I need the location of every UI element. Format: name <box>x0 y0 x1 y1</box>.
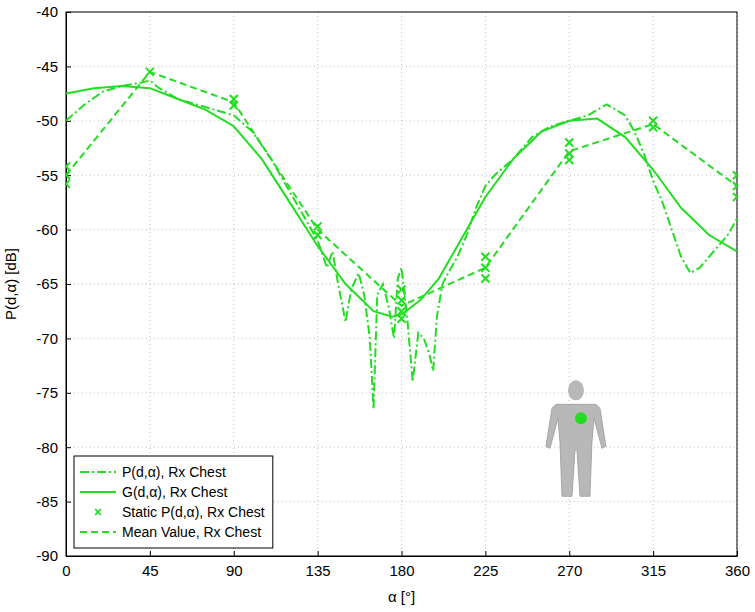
tick-label: 45 <box>142 562 159 579</box>
tick-mark <box>66 338 71 339</box>
tick-mark <box>66 502 71 503</box>
line-series <box>66 72 737 306</box>
scatter-series <box>66 68 737 323</box>
tick-label: -90 <box>36 547 58 564</box>
tick-mark <box>66 447 71 448</box>
grid-line <box>317 12 318 556</box>
marker <box>66 180 70 188</box>
tick-mark <box>66 230 71 231</box>
tick: 270 <box>557 551 582 579</box>
tick-mark <box>66 393 71 394</box>
tick-label: -40 <box>36 3 58 20</box>
marker <box>733 193 737 201</box>
legend: P(d,α), Rx Chest G(d,α), Rx Chest Static P… <box>74 456 273 548</box>
grid-line <box>66 447 737 448</box>
tick-label: -45 <box>36 58 58 75</box>
marker <box>481 275 489 283</box>
tick-label: 225 <box>473 562 498 579</box>
legend-box <box>74 456 273 548</box>
legend-symbol <box>80 531 116 533</box>
figure-head <box>568 380 584 400</box>
tick: 180 <box>389 551 414 579</box>
marks <box>66 68 737 409</box>
plot-frame <box>66 12 737 556</box>
marker <box>398 307 406 315</box>
tick-mark <box>653 551 654 556</box>
rx-position <box>575 412 587 424</box>
chart: 0 45 90 135 180 225 270 315 360 -90 -85 -80 -75 -70 -6… <box>0 0 755 612</box>
tick-mark <box>318 551 319 556</box>
plot-area: 0 45 90 135 180 225 270 315 360 -90 -85 -80 -75 -70 -6… <box>36 3 750 578</box>
tick-label: 90 <box>226 562 243 579</box>
tick-label: -80 <box>36 439 58 456</box>
grid-line <box>66 338 737 339</box>
marker <box>733 171 737 179</box>
legend-label: Static P(d,α), Rx Chest <box>122 504 265 520</box>
line-series <box>66 86 737 317</box>
y-axis-title: P(d,α) [dB] <box>2 248 19 320</box>
marker <box>398 285 406 293</box>
tick-label: -65 <box>36 275 58 292</box>
tick-mark <box>402 551 403 556</box>
grid-line <box>66 66 737 67</box>
tick-label: 270 <box>557 562 582 579</box>
grid <box>66 12 737 556</box>
grid-line <box>66 229 737 230</box>
tick-mark <box>234 551 235 556</box>
tick-label: -50 <box>36 112 58 129</box>
legend-label: Mean Value, Rx Chest <box>122 524 261 540</box>
tick-mark <box>66 66 71 67</box>
legend-item: Mean Value, Rx Chest <box>80 524 261 540</box>
tick-label: 180 <box>389 562 414 579</box>
x-axis: 0 45 90 135 180 225 270 315 360 <box>62 551 750 579</box>
tick-label: -55 <box>36 167 58 184</box>
grid-line <box>401 12 402 556</box>
legend-symbol <box>80 471 116 473</box>
tick-label: -85 <box>36 493 58 510</box>
legend-item: Static P(d,α), Rx Chest <box>95 504 265 520</box>
tick-mark <box>150 551 151 556</box>
legend-symbol <box>95 509 101 515</box>
tick-mark <box>66 284 71 285</box>
tick-label: -75 <box>36 384 58 401</box>
grid-line <box>66 392 737 393</box>
legend-item: G(d,α), Rx Chest <box>80 484 227 500</box>
grid-line <box>66 175 737 176</box>
tick-label: 360 <box>725 562 750 579</box>
figure-body <box>546 404 606 496</box>
body-figure <box>546 380 606 496</box>
legend-label: P(d,α), Rx Chest <box>122 464 226 480</box>
legend-label: G(d,α), Rx Chest <box>122 484 227 500</box>
marker <box>481 253 489 261</box>
tick-label: 0 <box>62 562 70 579</box>
tick-label: 315 <box>641 562 666 579</box>
tick: 90 <box>226 551 243 579</box>
marker <box>565 139 573 147</box>
legend-symbol <box>80 491 116 493</box>
tick: 45 <box>142 551 159 579</box>
tick-label: 135 <box>306 562 331 579</box>
grid-line <box>653 12 654 556</box>
marker <box>565 156 573 164</box>
tick: 315 <box>641 551 666 579</box>
x-axis-title: α [°] <box>388 588 415 605</box>
marker <box>66 162 70 170</box>
tick-mark <box>569 551 570 556</box>
tick-label: -70 <box>36 330 58 347</box>
tick-mark <box>485 551 486 556</box>
grid-line <box>66 284 737 285</box>
legend-item: P(d,α), Rx Chest <box>80 464 226 480</box>
grid-line <box>485 12 486 556</box>
grid-line <box>66 120 737 121</box>
tick-label: -60 <box>36 221 58 238</box>
tick: 135 <box>306 551 331 579</box>
plot-background <box>66 12 737 556</box>
tick: 225 <box>473 551 498 579</box>
marker <box>398 315 406 323</box>
